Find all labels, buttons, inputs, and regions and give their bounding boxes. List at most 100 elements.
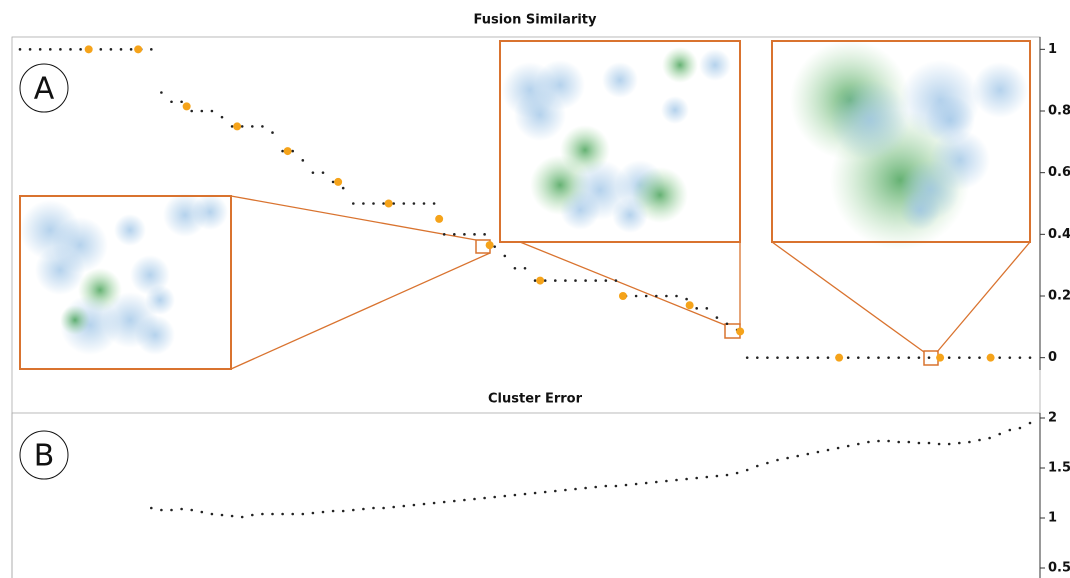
point [493, 245, 496, 248]
point [807, 453, 810, 456]
point [443, 501, 446, 504]
point [908, 356, 911, 359]
y-tick-label: 0.4 [1048, 227, 1070, 242]
highlight-point [835, 354, 843, 362]
point [958, 442, 961, 445]
point [887, 440, 890, 443]
point [110, 48, 113, 51]
point [978, 356, 981, 359]
point [392, 202, 395, 205]
point [897, 356, 900, 359]
point [190, 509, 193, 512]
point [473, 498, 476, 501]
cluster-blob [60, 305, 90, 335]
point [150, 507, 153, 510]
cluster-blob [560, 190, 600, 230]
point [423, 503, 426, 506]
point [291, 513, 294, 516]
point [786, 356, 789, 359]
point [352, 509, 355, 512]
point [584, 279, 587, 282]
point [948, 356, 951, 359]
point [231, 125, 234, 128]
point [443, 233, 446, 236]
point [978, 439, 981, 442]
point [968, 356, 971, 359]
highlight-point [233, 122, 241, 130]
point [625, 484, 628, 487]
point [867, 441, 870, 444]
zoom-source [924, 351, 938, 365]
point [554, 490, 557, 493]
point [928, 356, 931, 359]
y-tick-label: 0.6 [1048, 165, 1070, 180]
point [362, 202, 365, 205]
point [291, 150, 294, 153]
zoom-connector [231, 253, 490, 369]
point [504, 495, 507, 498]
highlight-point [987, 354, 995, 362]
point [413, 504, 416, 507]
point [312, 512, 315, 515]
point [453, 233, 456, 236]
point [766, 462, 769, 465]
point [221, 116, 224, 119]
chart-title: Fusion Similarity [474, 13, 598, 28]
point [766, 356, 769, 359]
point [403, 202, 406, 205]
point [483, 233, 486, 236]
point [958, 356, 961, 359]
y-tick-label: 1.5 [1048, 461, 1070, 476]
point [594, 486, 597, 489]
point [584, 487, 587, 490]
highlight-point [686, 301, 694, 309]
panel-label: B [34, 439, 55, 474]
point [867, 356, 870, 359]
point [433, 502, 436, 505]
point [342, 510, 345, 513]
point [736, 472, 739, 475]
y-tick-label: 0.5 [1048, 561, 1070, 576]
point [857, 356, 860, 359]
point [453, 500, 456, 503]
point [827, 356, 830, 359]
point [160, 509, 163, 512]
cluster-blob [699, 49, 731, 81]
cluster-blob [972, 62, 1028, 118]
point [776, 356, 779, 359]
point [150, 48, 153, 51]
point [261, 513, 264, 516]
point [211, 513, 214, 516]
highlight-point [334, 178, 342, 186]
cluster-blob [35, 245, 85, 295]
point [382, 202, 385, 205]
point [59, 48, 62, 51]
cluster-blob [900, 190, 940, 230]
point [847, 356, 850, 359]
zoom-connector [772, 242, 924, 352]
point [372, 507, 375, 510]
point [120, 48, 123, 51]
point [514, 494, 517, 497]
point [180, 508, 183, 511]
y-tick-label: 0.8 [1048, 104, 1070, 119]
point [473, 233, 476, 236]
point [655, 295, 658, 298]
point [392, 506, 395, 509]
point [655, 481, 658, 484]
point [39, 48, 42, 51]
point [69, 48, 72, 51]
point [251, 125, 254, 128]
cluster-blob [662, 47, 698, 83]
point [897, 441, 900, 444]
point [988, 437, 991, 440]
point [281, 150, 284, 153]
point [281, 513, 284, 516]
point [635, 483, 638, 486]
point [796, 455, 799, 458]
point [332, 510, 335, 513]
point [776, 459, 779, 462]
point [796, 356, 799, 359]
point [685, 478, 688, 481]
point [403, 505, 406, 508]
